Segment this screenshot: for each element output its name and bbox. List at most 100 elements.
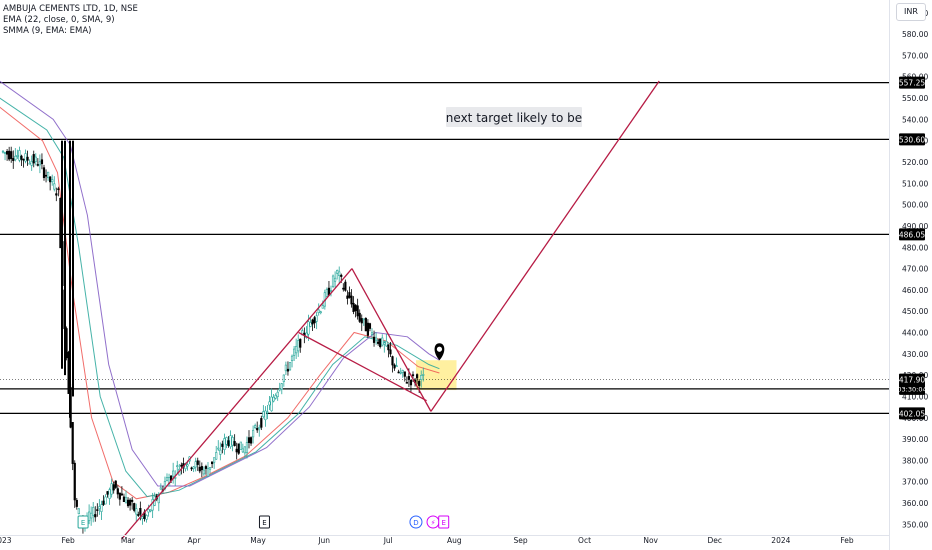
candle-body	[358, 312, 361, 322]
candle-body	[53, 183, 56, 190]
candle-body	[295, 346, 298, 354]
level-badge-label: 530.60	[899, 135, 925, 144]
candle-body	[213, 457, 216, 463]
candle-body	[90, 512, 93, 519]
candle-body	[381, 337, 384, 346]
candle-body	[256, 428, 259, 431]
x-tick-label: Jul	[383, 536, 393, 545]
candle-body	[319, 311, 322, 314]
candle-body	[159, 487, 162, 490]
candle-body	[305, 332, 308, 338]
candle-body	[46, 171, 50, 179]
candle-body	[391, 356, 394, 366]
event-markers[interactable]: E E D ⚡ E	[77, 515, 450, 529]
candle-body	[340, 274, 343, 277]
price-axis[interactable]: 350.00360.00370.00380.00390.00400.00410.…	[889, 0, 929, 550]
trendline	[121, 268, 353, 540]
candle-body	[315, 315, 318, 322]
candle-body	[172, 470, 175, 477]
candle-body	[379, 338, 382, 347]
event-marker-label: ⚡	[431, 519, 436, 527]
candle-body	[237, 443, 240, 454]
candle-body	[362, 318, 365, 321]
legend-ema[interactable]: EMA (22, close, 0, SMA, 9)	[3, 15, 115, 25]
trendline	[351, 268, 432, 412]
annotation-note[interactable]: next target likely to be	[446, 107, 582, 127]
candle-body	[225, 437, 228, 445]
candle-body	[284, 364, 288, 372]
horizontal-levels[interactable]	[0, 81, 889, 415]
currency-button[interactable]: INR	[896, 3, 926, 21]
level-badge-label: 402.05	[899, 409, 925, 418]
candle-body	[311, 319, 314, 325]
candle-body	[98, 506, 101, 509]
candle-body	[393, 364, 396, 369]
candle-body	[61, 140, 63, 369]
x-tick-label: Jun	[317, 536, 330, 545]
candle-body	[403, 371, 406, 377]
candle-body	[69, 140, 71, 418]
candle-body	[383, 342, 386, 345]
candle-body	[217, 447, 220, 450]
candle-body	[133, 503, 136, 511]
x-tick-label: Sep	[513, 536, 527, 545]
trendlines[interactable]	[121, 80, 660, 540]
x-tick-label: Oct	[578, 536, 591, 545]
y-tick-label: 520.00	[902, 158, 928, 167]
candle-body	[145, 515, 148, 520]
candle-body	[252, 430, 255, 438]
candle-body	[338, 271, 341, 276]
candle-body	[3, 152, 7, 154]
candle-body	[16, 155, 19, 157]
candle-body	[317, 309, 320, 313]
candle-body	[395, 365, 398, 367]
y-tick-label: 500.00	[902, 201, 928, 210]
candle-body	[96, 509, 99, 511]
candle-body	[26, 156, 29, 161]
candle-body	[206, 468, 210, 477]
candle-body	[40, 159, 44, 165]
candle-body	[57, 188, 60, 191]
trendline	[430, 80, 660, 412]
candle-body	[321, 305, 324, 309]
candle-body	[221, 443, 224, 447]
candle-body	[112, 484, 115, 491]
event-marker-label: E	[441, 519, 445, 527]
candle-body	[245, 442, 249, 453]
y-tick-label: 460.00	[902, 286, 928, 295]
candle-body	[202, 469, 206, 475]
level-badge	[899, 133, 925, 146]
candle-body	[313, 317, 316, 324]
candle-body	[44, 174, 48, 177]
candle-body	[196, 460, 199, 465]
y-tick-label: 550.00	[902, 94, 928, 103]
candle-body	[272, 396, 275, 402]
legend-symbol[interactable]: AMBUJA CEMENTS LTD, 1D, NSE	[3, 4, 138, 14]
candle-body	[55, 193, 58, 196]
candle-body	[350, 295, 353, 305]
candle-body	[1, 150, 5, 153]
candle-body	[352, 302, 355, 312]
candle-body	[118, 492, 121, 500]
y-tick-label: 430.00	[902, 350, 928, 359]
candle-body	[307, 321, 310, 335]
candle-body	[377, 341, 380, 344]
legend-smma[interactable]: SMMA (9, EMA: EMA)	[3, 26, 92, 36]
time-axis[interactable]: 2023 Feb Mar Apr May Jun Jul Aug Sep Oct Nov Dec 202…	[0, 535, 889, 546]
candle-body	[180, 464, 183, 467]
location-pin-icon[interactable]	[434, 343, 445, 361]
candle-body	[227, 440, 230, 446]
candle-body	[342, 287, 345, 290]
candle-body	[356, 305, 359, 317]
candle-body	[262, 411, 265, 418]
candle-body	[200, 466, 203, 471]
candle-body	[59, 197, 62, 249]
candle-body	[405, 382, 408, 384]
candle-body	[192, 466, 195, 469]
candle-body	[389, 349, 392, 355]
candle-body	[126, 499, 130, 507]
candle-body	[122, 496, 126, 502]
x-tick-label: 2024	[771, 536, 790, 545]
candle-body	[254, 425, 257, 429]
